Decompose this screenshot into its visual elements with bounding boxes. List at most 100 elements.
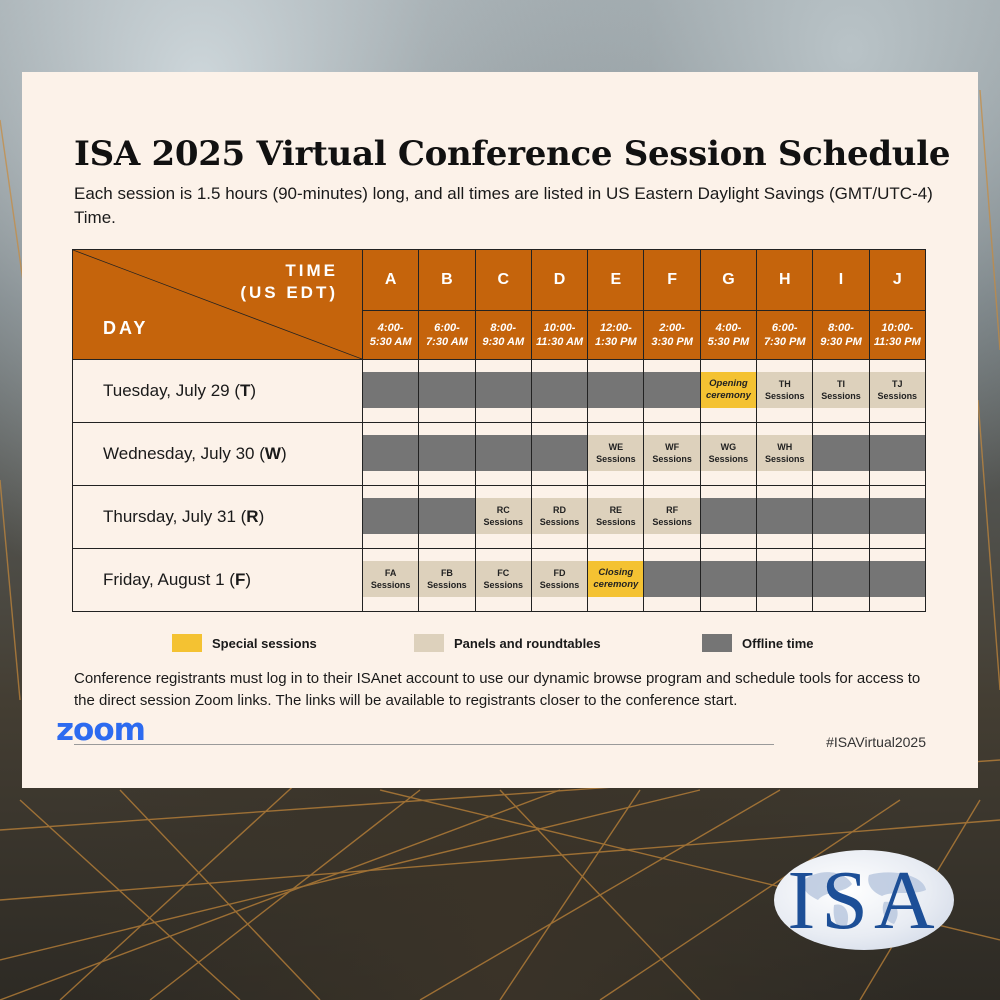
column-time-end: 9:30 PM	[820, 336, 862, 348]
session-label: RD Sessions	[540, 504, 580, 528]
session-label-line1: Closing	[598, 567, 634, 578]
day-code-close: )	[250, 381, 257, 400]
session-label-line2: ceremony	[705, 390, 751, 401]
offline-block	[644, 561, 700, 597]
session-label: RE Sessions	[596, 504, 636, 528]
schedule-slot	[474, 422, 532, 486]
session-label-line1: WE	[608, 442, 624, 452]
session-block: RC Sessions	[475, 498, 531, 534]
session-label-line2: Sessions	[877, 391, 918, 401]
offline-block	[475, 435, 531, 471]
session-block: FD Sessions	[531, 561, 588, 597]
day-label: Wednesday, July 30 (W)	[72, 422, 363, 486]
session-label: RC Sessions	[483, 504, 523, 528]
world-map-icon	[803, 872, 926, 929]
column-time-end: 5:30 AM	[369, 336, 412, 348]
schedule-slot: WH Sessions	[756, 422, 814, 486]
offline-block	[869, 435, 925, 471]
schedule-slot: RF Sessions	[643, 485, 701, 549]
session-label-line1: FB	[440, 568, 453, 578]
table-corner-header: TIME (US EDT) DAY	[72, 249, 363, 360]
column-time-start: 8:00-	[828, 322, 854, 334]
legend-label-special: Special sessions	[212, 636, 317, 651]
session-block: FB Sessions	[419, 561, 475, 597]
session-label: Opening ceremony	[706, 378, 751, 402]
schedule-slot: TH Sessions	[756, 359, 814, 423]
session-label: TH Sessions	[765, 378, 805, 402]
session-block: TI Sessions	[813, 372, 869, 408]
offline-block	[757, 498, 813, 534]
day-code: T	[240, 381, 251, 400]
column-time-end: 11:30 AM	[536, 336, 584, 348]
session-label: FB Sessions	[427, 567, 467, 591]
column-time-j: 10:00- 11:30 PM	[868, 310, 926, 360]
schedule-slot: FD Sessions	[530, 548, 589, 612]
schedule-slot: RD Sessions	[530, 485, 589, 549]
column-time-e: 12:00- 1:30 PM	[587, 310, 645, 360]
column-letter-c: C	[474, 249, 532, 311]
session-label-line1: WF	[665, 442, 680, 452]
day-code: R	[246, 507, 259, 526]
offline-block	[869, 561, 925, 597]
day-name: Wednesday, July 30 (	[103, 444, 265, 463]
schedule-card: ISA 2025 Virtual Conference Session Sche…	[22, 72, 978, 788]
corner-time-line1: TIME	[285, 261, 338, 280]
offline-block	[419, 498, 475, 534]
session-label-line1: RE	[609, 505, 623, 515]
day-code-close: )	[258, 507, 265, 526]
page-title: ISA 2025 Virtual Conference Session Sche…	[74, 134, 951, 174]
day-name: Thursday, July 31 (	[103, 507, 247, 526]
offline-block	[363, 372, 419, 408]
column-time-b: 6:00- 7:30 AM	[418, 310, 476, 360]
day-code-close: )	[245, 570, 252, 589]
schedule-slot: WE Sessions	[587, 422, 645, 486]
corner-day-label: DAY	[103, 318, 149, 338]
column-letter-d: D	[530, 249, 589, 311]
schedule-slot: WG Sessions	[699, 422, 758, 486]
column-time-c: 8:00- 9:30 AM	[474, 310, 532, 360]
day-code: F	[234, 570, 246, 589]
day-label: Friday, August 1 (F)	[72, 548, 363, 612]
column-time-a: 4:00- 5:30 AM	[361, 310, 420, 360]
schedule-slot	[530, 359, 589, 423]
column-time-d: 10:00- 11:30 AM	[530, 310, 589, 360]
day-code-close: )	[280, 444, 287, 463]
session-label-line2: Sessions	[483, 580, 523, 590]
corner-time-line2: (US EDT)	[240, 283, 338, 302]
session-label: FD Sessions	[540, 567, 580, 591]
session-label-line2: Sessions	[539, 580, 580, 590]
session-label: WG Sessions	[709, 441, 749, 465]
isa-logo: ISA	[774, 850, 954, 950]
schedule-slot: RE Sessions	[587, 485, 645, 549]
offline-block	[700, 498, 757, 534]
column-time-start: 4:00-	[377, 322, 404, 334]
isa-logo-text: ISA	[787, 854, 941, 947]
column-time-end: 7:30 AM	[426, 336, 468, 348]
session-label-line2: Sessions	[596, 517, 636, 527]
session-label: RF Sessions	[652, 504, 692, 528]
legend-swatch-special	[172, 634, 202, 652]
column-time-start: 4:00-	[715, 322, 742, 334]
schedule-slot: FB Sessions	[418, 548, 476, 612]
globe-icon	[774, 850, 954, 950]
session-label-line2: Sessions	[370, 580, 411, 590]
session-label-line1: FC	[497, 568, 510, 578]
column-time-h: 6:00- 7:30 PM	[756, 310, 814, 360]
legend-swatch-offline	[702, 634, 732, 652]
schedule-slot	[418, 485, 476, 549]
session-label-line1: Opening	[709, 378, 748, 389]
offline-block	[363, 498, 419, 534]
schedule-slot	[530, 422, 589, 486]
column-time-end: 3:30 PM	[651, 336, 693, 348]
day-name: Friday, August 1 (	[103, 570, 235, 589]
column-letter-a: A	[361, 249, 420, 311]
offline-block	[700, 561, 757, 597]
column-time-end: 7:30 PM	[763, 336, 806, 348]
session-block: WH Sessions	[757, 435, 813, 471]
schedule-slot	[587, 359, 645, 423]
schedule-slot	[361, 422, 420, 486]
column-letter-b: B	[418, 249, 476, 311]
session-label: WE Sessions	[596, 441, 636, 465]
hashtag: #ISAVirtual2025	[826, 734, 926, 750]
